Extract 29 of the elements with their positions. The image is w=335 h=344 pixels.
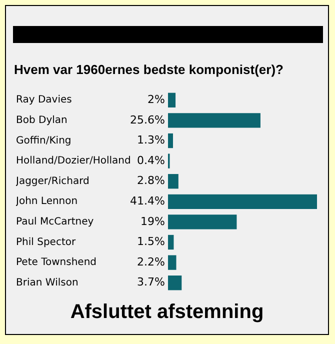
bar bbox=[168, 255, 176, 270]
data-label: 2.8% bbox=[137, 174, 165, 188]
y-tick-label: Pete Townshend bbox=[16, 257, 97, 268]
y-tick-label: Phil Spector bbox=[16, 236, 76, 248]
text: Afsluttet afstemning bbox=[69, 301, 265, 324]
bar bbox=[168, 214, 237, 230]
data-label: 2.2% bbox=[137, 255, 165, 268]
y-tick-label: Holland/Dozier/Holland bbox=[16, 156, 131, 167]
bar bbox=[168, 92, 176, 108]
y-tick-label: Brian Wilson bbox=[16, 277, 78, 288]
data-label: 1.5% bbox=[137, 235, 165, 248]
data-label: 0.4% bbox=[137, 154, 165, 167]
y-tick-label: Paul McCartney bbox=[16, 216, 94, 228]
data-label: 25.6% bbox=[130, 113, 165, 126]
bar bbox=[168, 194, 317, 209]
data-label: 1.3% bbox=[137, 134, 165, 147]
data-label: 2% bbox=[148, 93, 165, 106]
bar bbox=[168, 234, 174, 250]
y-tick-label: Ray Davies bbox=[16, 94, 72, 106]
data-label: 41.4% bbox=[130, 194, 165, 208]
bar bbox=[168, 113, 260, 128]
chart-title: Hvem var 1960ernes bedste komponist(er)? bbox=[14, 62, 284, 77]
y-tick-label: Bob Dylan bbox=[16, 115, 68, 126]
bar bbox=[168, 133, 174, 148]
bar bbox=[168, 174, 178, 189]
data-label: 3.7% bbox=[137, 276, 165, 289]
bar bbox=[168, 276, 182, 290]
data-label: 19% bbox=[140, 214, 165, 228]
y-tick-label: Goffin/King bbox=[16, 135, 72, 146]
